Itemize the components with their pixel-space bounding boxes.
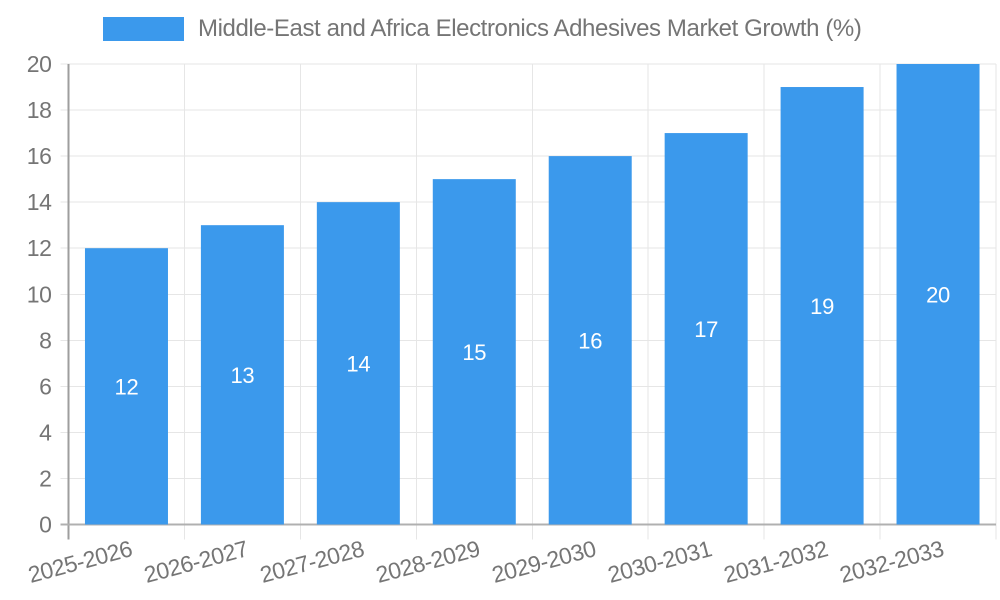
y-tick-label: 2 xyxy=(39,465,51,491)
x-tick-label: 2030-2031 xyxy=(605,535,715,588)
y-tick-label: 18 xyxy=(27,97,52,123)
y-tick-label: 8 xyxy=(39,327,51,353)
y-tick-label: 14 xyxy=(27,189,52,215)
bar-value-label: 15 xyxy=(462,340,486,365)
x-tick-label: 2027-2028 xyxy=(257,535,367,588)
y-tick-label: 12 xyxy=(27,235,52,261)
x-tick-label: 2031-2032 xyxy=(721,535,831,588)
chart-legend[interactable]: Middle-East and Africa Electronics Adhes… xyxy=(103,15,862,42)
bar[interactable] xyxy=(896,64,980,525)
bar[interactable] xyxy=(84,248,168,525)
x-tick-label: 2025-2026 xyxy=(25,535,135,588)
x-tick-label: 2026-2027 xyxy=(141,535,251,588)
y-tick-label: 6 xyxy=(39,373,51,399)
y-tick-label: 10 xyxy=(27,281,52,307)
bar-value-label: 17 xyxy=(694,317,718,342)
bar-value-label: 19 xyxy=(810,294,834,319)
x-tick-label: 2032-2033 xyxy=(837,535,947,588)
y-tick-label: 16 xyxy=(27,143,52,169)
x-tick-label: 2028-2029 xyxy=(373,535,483,588)
y-tick-label: 4 xyxy=(39,419,52,445)
y-tick-label: 20 xyxy=(27,51,52,77)
bar[interactable] xyxy=(316,202,400,525)
bar[interactable] xyxy=(432,179,516,525)
bar-value-label: 13 xyxy=(230,363,254,388)
bar-value-label: 20 xyxy=(926,282,950,307)
legend-label: Middle-East and Africa Electronics Adhes… xyxy=(198,15,862,42)
legend-swatch xyxy=(103,17,184,41)
bar[interactable] xyxy=(200,225,284,525)
bar[interactable] xyxy=(548,156,632,525)
x-tick-label: 2029-2030 xyxy=(489,535,599,588)
bar-value-label: 14 xyxy=(346,351,370,376)
bar[interactable] xyxy=(664,133,748,525)
bar[interactable] xyxy=(780,87,864,525)
bar-value-label: 16 xyxy=(578,328,602,353)
bar-value-label: 12 xyxy=(115,374,139,399)
y-tick-label: 0 xyxy=(39,512,51,538)
